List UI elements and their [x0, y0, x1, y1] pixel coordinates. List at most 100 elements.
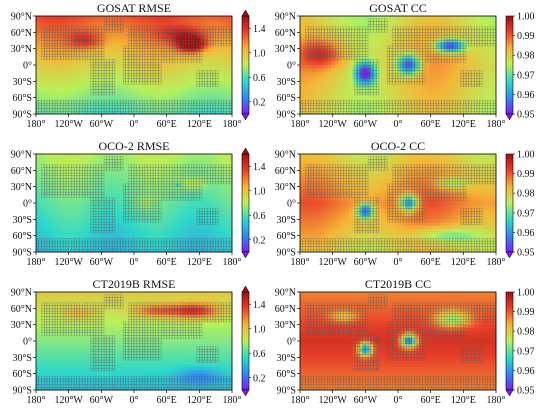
map-cell [81, 84, 86, 89]
map-cell [419, 65, 423, 69]
map-cell [197, 81, 201, 85]
map-cell [387, 22, 392, 27]
map-cell [67, 94, 72, 99]
map-cell [158, 45, 163, 50]
map-cell [461, 35, 465, 40]
map-cell [394, 107, 399, 112]
map-cell [363, 97, 367, 102]
map-cell [436, 68, 441, 72]
map-cell [99, 107, 103, 112]
map-cell [85, 48, 89, 53]
map-cell [81, 97, 86, 102]
map-cell [300, 87, 304, 92]
map-cell [204, 42, 208, 46]
map-cell [422, 38, 427, 43]
map-cell [422, 16, 427, 20]
map-cell [106, 110, 110, 115]
map-cell [218, 35, 222, 40]
map-cell [165, 68, 170, 72]
map-cell [300, 51, 304, 56]
map-cell [471, 71, 476, 76]
map-cell [310, 22, 315, 27]
map-cell [335, 107, 339, 112]
map-cell [454, 87, 458, 92]
map-cell [95, 35, 100, 40]
map-cell [197, 51, 201, 56]
map-cell [200, 71, 205, 76]
map-cell [433, 97, 437, 102]
colorbar-step [242, 82, 249, 85]
map-cell [130, 84, 135, 89]
map-cell [207, 100, 212, 105]
map-cell [99, 68, 103, 72]
map-cell [102, 58, 107, 63]
map-cell [102, 107, 107, 112]
map-cell [43, 107, 47, 112]
map-cell [102, 87, 107, 92]
map-cell [120, 32, 124, 36]
map-cell [394, 100, 399, 105]
map-cell [373, 97, 378, 102]
map-cell [310, 104, 315, 108]
map-cell [394, 84, 399, 89]
map-cell [183, 16, 187, 20]
map-cell [468, 48, 472, 53]
map-cell [67, 45, 72, 50]
map-cell [92, 107, 96, 112]
map-cell [200, 25, 205, 30]
map-cell [310, 78, 315, 82]
map-cell [186, 84, 191, 89]
map-cell [190, 74, 194, 79]
map-cell [151, 107, 156, 112]
map-cell [331, 87, 336, 92]
map-cell [193, 68, 198, 72]
map-cell [148, 78, 152, 82]
map-cell [130, 19, 135, 23]
map-cell [471, 58, 476, 63]
map-cell [405, 97, 409, 102]
map-cell [158, 94, 163, 99]
map-cell [127, 65, 131, 69]
map-cell [155, 55, 159, 59]
map-cell [50, 22, 54, 27]
map-cell [36, 87, 40, 92]
map-cell [207, 35, 212, 40]
map-cell [127, 110, 131, 115]
map-cell [447, 104, 451, 108]
map-cell [130, 38, 135, 43]
map-cell [331, 51, 336, 56]
map-cell [328, 19, 332, 23]
map-cell [123, 71, 128, 76]
map-cell [317, 32, 322, 36]
map-cell [478, 16, 483, 20]
map-cell [81, 81, 86, 85]
map-cell [60, 38, 65, 43]
map-cell [158, 32, 163, 36]
map-cell [172, 65, 177, 69]
map-cell [373, 22, 378, 27]
map-cell [345, 94, 350, 99]
map-cell [127, 55, 131, 59]
map-cell [405, 87, 409, 92]
map-cell [218, 91, 222, 95]
map-cell [482, 71, 486, 76]
map-cell [211, 45, 215, 50]
map-cell [221, 16, 226, 20]
map-cell [307, 25, 311, 30]
map-cell [151, 42, 156, 46]
map-cell [433, 74, 437, 79]
map-cell [92, 45, 96, 50]
map-cell [221, 48, 226, 53]
map-cell [60, 74, 65, 79]
map-cell [398, 81, 402, 85]
map-cell [478, 107, 483, 112]
map-cell [169, 25, 173, 30]
map-cell [454, 22, 458, 27]
map-cell [78, 35, 82, 40]
map-cell [46, 19, 51, 23]
map-cell [200, 87, 205, 92]
map-cell [373, 58, 378, 63]
map-cell [78, 107, 82, 112]
map-cell [158, 71, 163, 76]
map-cell [387, 55, 392, 59]
